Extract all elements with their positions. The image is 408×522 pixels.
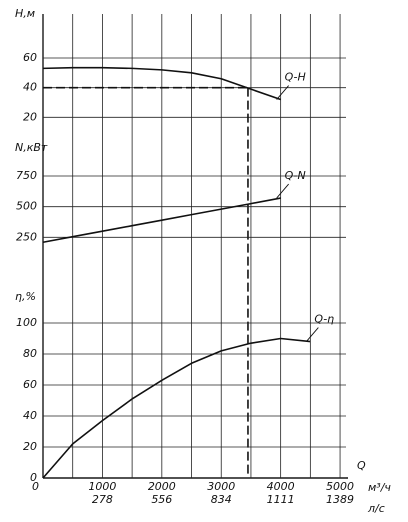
y-tick-label: 250: [16, 230, 37, 243]
x2-tick-label: 834: [211, 493, 232, 506]
series-label: Q-H: [285, 71, 306, 84]
y-tick-label: 60: [23, 378, 37, 391]
y-label: η,%: [15, 290, 36, 303]
y-tick-label: 20: [23, 440, 37, 453]
series-label: Q-η: [314, 313, 334, 326]
y-tick-label: 40: [23, 409, 37, 422]
y-tick-label: 750: [16, 169, 37, 182]
x-unit: м³/ч: [368, 481, 391, 494]
y-label: N,кВт: [15, 141, 48, 154]
y-label: H,м: [15, 7, 35, 20]
series-line: [42, 197, 281, 244]
leader-line: [276, 183, 289, 199]
x-tick-label: 5000: [326, 480, 354, 493]
series-label: Q-N: [285, 169, 306, 182]
x2-unit: л/с: [367, 502, 385, 515]
y-tick-label: 20: [23, 110, 37, 123]
y-tick-label: 60: [23, 51, 37, 64]
leader-line: [276, 85, 289, 100]
x2-tick-label: 278: [92, 493, 113, 506]
y-tick-label: 0: [30, 471, 37, 484]
x-label: Q: [357, 459, 366, 472]
x2-tick-label: 1111: [267, 493, 295, 506]
series-line: [42, 337, 311, 479]
x-tick-label: 4000: [267, 480, 295, 493]
x2-tick-label: 1389: [326, 493, 354, 506]
x-tick-label: 2000: [148, 480, 176, 493]
x-tick-label: 1000: [88, 480, 116, 493]
series-line: [42, 66, 281, 101]
y-tick-label: 500: [16, 200, 37, 213]
y-tick-label: 80: [23, 347, 37, 360]
x2-tick-label: 556: [151, 493, 172, 506]
x-tick-label: 3000: [207, 480, 235, 493]
y-tick-label: 100: [16, 316, 37, 329]
leader-line: [306, 327, 319, 342]
x-tick-label: 0: [32, 480, 39, 493]
y-tick-label: 40: [23, 81, 37, 94]
